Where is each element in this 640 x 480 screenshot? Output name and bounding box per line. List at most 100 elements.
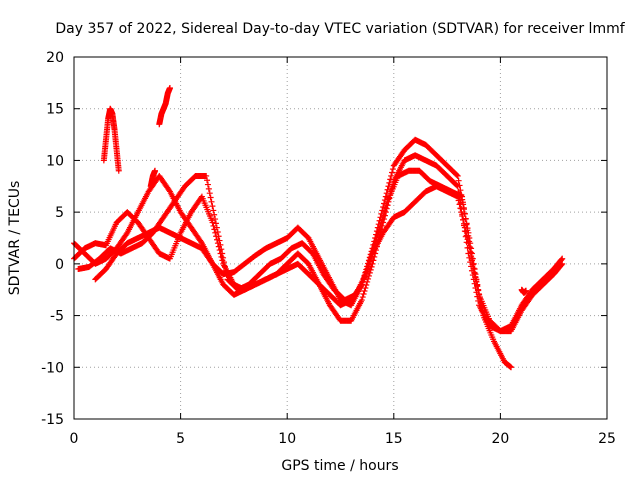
data-point <box>222 267 229 274</box>
data-point <box>152 167 159 174</box>
series-track-3 <box>75 167 515 371</box>
data-point <box>458 209 465 216</box>
data-point <box>358 297 365 304</box>
data-point <box>522 287 529 294</box>
axis-ticks: 0 5 10 15 20 25 -15 -10 -5 0 5 10 15 20 <box>41 50 616 447</box>
data-point <box>460 216 467 223</box>
data-point <box>389 166 396 173</box>
data-point <box>460 220 467 227</box>
data-point <box>220 259 227 266</box>
data-point <box>472 274 479 281</box>
data-point <box>220 254 227 261</box>
y-tick-label: -15 <box>41 412 64 428</box>
data-point <box>474 283 481 290</box>
data-point <box>380 210 387 217</box>
data-point <box>475 287 482 294</box>
data-point <box>212 216 219 223</box>
data-point <box>382 204 389 211</box>
data-point <box>459 213 466 220</box>
data-point <box>383 201 390 208</box>
data-point <box>377 222 384 229</box>
data-point <box>221 263 228 270</box>
data-point <box>477 299 484 306</box>
data-point <box>207 194 214 201</box>
data-point <box>223 272 230 279</box>
data-point <box>214 228 221 235</box>
data-point <box>381 207 388 214</box>
data-point <box>385 183 392 190</box>
data-points <box>71 85 566 371</box>
data-point <box>558 261 565 268</box>
data-point <box>215 233 222 240</box>
series-burst-3 <box>147 167 159 190</box>
series-burst-2 <box>156 85 173 128</box>
x-axis-label: GPS time / hours <box>281 458 398 474</box>
series-track-4 <box>92 183 483 309</box>
data-point <box>459 199 466 206</box>
x-tick-label: 20 <box>491 431 509 447</box>
data-point <box>379 216 386 223</box>
data-point <box>559 255 566 262</box>
data-point <box>208 259 215 266</box>
series-track-1 <box>71 136 566 335</box>
data-point <box>376 225 383 232</box>
data-point <box>360 291 367 298</box>
data-point <box>473 278 480 285</box>
x-tick-label: 15 <box>385 431 403 447</box>
data-point <box>386 179 393 186</box>
series-burst-1 <box>100 105 122 174</box>
y-tick-label: 10 <box>46 153 64 169</box>
data-point <box>453 182 460 189</box>
data-point <box>455 177 462 184</box>
data-point <box>210 207 217 214</box>
plot-frame <box>73 56 608 420</box>
data-point <box>453 172 460 179</box>
data-point <box>209 203 216 210</box>
data-point <box>379 213 386 220</box>
data-point <box>206 190 213 197</box>
data-point <box>456 201 463 208</box>
y-tick-label: 0 <box>55 257 64 273</box>
data-point <box>476 295 483 302</box>
data-point <box>508 364 515 371</box>
data-point <box>212 220 219 227</box>
data-point <box>463 232 470 239</box>
data-point <box>359 294 366 301</box>
data-point <box>469 261 476 268</box>
data-point <box>208 198 215 205</box>
data-point <box>209 219 216 226</box>
data-point <box>384 186 391 193</box>
data-point <box>211 211 218 218</box>
data-point <box>462 228 469 235</box>
data-point <box>454 183 461 190</box>
data-point <box>464 236 471 243</box>
data-point <box>455 197 462 204</box>
y-axis-label: SDTVAR / TECUs <box>7 181 23 296</box>
x-tick-label: 25 <box>598 431 616 447</box>
data-point <box>382 193 389 200</box>
data-point <box>454 172 461 179</box>
data-point <box>470 266 477 273</box>
data-point <box>457 205 464 212</box>
data-point <box>371 253 378 260</box>
data-point <box>389 169 396 176</box>
data-point <box>465 240 472 247</box>
y-tick-label: -5 <box>50 309 64 325</box>
data-point <box>461 224 468 231</box>
data-point <box>198 238 205 245</box>
x-tick-label: 10 <box>278 431 296 447</box>
grid <box>74 57 607 419</box>
data-point <box>204 177 211 184</box>
y-tick-label: -10 <box>41 360 64 376</box>
data-point <box>468 253 475 260</box>
data-point <box>217 241 224 248</box>
data-point <box>218 246 225 253</box>
data-point <box>213 224 220 231</box>
data-point <box>468 257 475 264</box>
chart-title: Day 357 of 2022, Sidereal Day-to-day VTE… <box>55 21 625 37</box>
y-tick-label: 5 <box>55 205 64 221</box>
data-point <box>166 85 173 92</box>
data-point <box>362 284 369 291</box>
data-point <box>471 270 478 277</box>
